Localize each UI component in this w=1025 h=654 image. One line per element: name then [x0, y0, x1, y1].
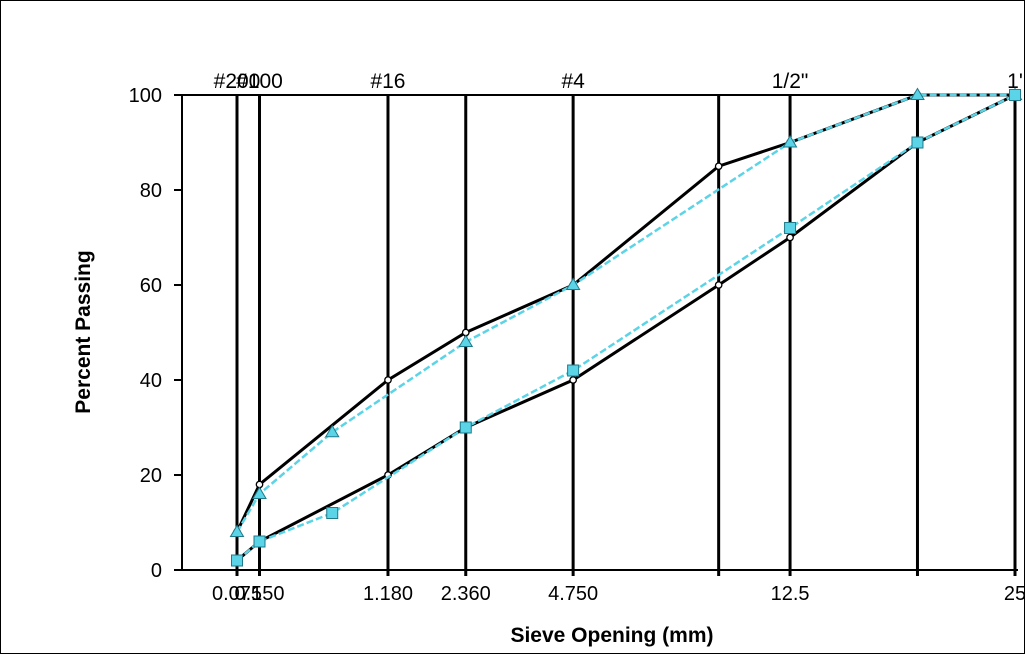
- y-axis-title: Percent Passing: [72, 250, 95, 413]
- data-point: [229, 524, 245, 538]
- data-point: [565, 277, 581, 291]
- sieve-label: #200: [214, 70, 261, 93]
- y-tick-label: 60: [140, 275, 162, 297]
- series-upper-gradation: [229, 87, 1023, 538]
- series-line: [235, 93, 1015, 533]
- x-tick-label: 2.360: [441, 583, 491, 605]
- data-point: [911, 136, 924, 149]
- data-point: [714, 281, 723, 289]
- x-tick-label: 0.150: [234, 583, 284, 605]
- series-line: [235, 93, 1015, 533]
- y-tick-label: 100: [129, 85, 162, 107]
- y-tick-label: 20: [140, 465, 162, 487]
- y-tick-label: 0: [151, 560, 162, 582]
- x-tick-label: 25: [1004, 583, 1025, 605]
- data-point: [231, 554, 243, 567]
- data-point: [253, 535, 266, 548]
- y-ticks: 0 20 40 60 80 100: [129, 85, 182, 582]
- sieve-label: 1/2": [772, 70, 809, 93]
- y-tick-label: 40: [140, 370, 162, 392]
- axes-layer: [181, 94, 1018, 571]
- x-tick-label: 0.075: [212, 583, 262, 605]
- data-point: [784, 222, 797, 234]
- data-point: [569, 376, 577, 384]
- series-line: [236, 93, 1016, 562]
- x-tick-label: 12.5: [771, 583, 810, 605]
- series-layer: [229, 87, 1023, 567]
- data-point: [252, 486, 267, 500]
- x-axis-title: Sieve Opening (mm): [510, 624, 713, 647]
- series-upper-spec-limit: [233, 91, 1019, 536]
- sieve-labels: #200#100 #16 #4 1/2" 1': [214, 70, 1023, 93]
- series-line: [236, 93, 1016, 562]
- data-point: [384, 376, 392, 384]
- data-point: [910, 87, 925, 101]
- sieve-label: #100: [236, 70, 283, 93]
- grid-layer: [235, 95, 1017, 576]
- series-lower-gradation: [231, 89, 1021, 567]
- sieve-label: 1': [1007, 70, 1023, 93]
- x-tick-label: 4.750: [548, 583, 598, 605]
- data-point: [326, 507, 339, 519]
- x-tick-label: 1.180: [363, 583, 413, 605]
- data-point: [714, 162, 723, 171]
- data-point: [1009, 89, 1021, 101]
- y-tick-label: 80: [140, 180, 162, 202]
- sieve-label: #16: [370, 70, 405, 93]
- data-point: [459, 421, 472, 434]
- data-point: [324, 424, 340, 438]
- data-point: [782, 135, 798, 148]
- data-point: [458, 334, 474, 348]
- series-lower-spec-limit: [233, 91, 1019, 565]
- sieve-label: #4: [561, 70, 585, 93]
- data-point: [567, 364, 580, 377]
- data-point: [786, 233, 794, 242]
